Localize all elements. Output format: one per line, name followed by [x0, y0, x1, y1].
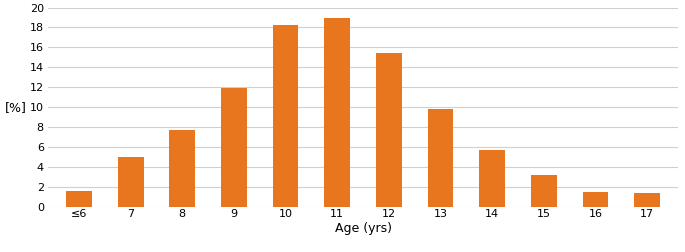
Bar [221, 88, 247, 207]
Y-axis label: [%]: [%] [5, 101, 27, 114]
Bar [427, 109, 453, 207]
Bar [324, 18, 350, 207]
Bar [582, 192, 608, 207]
Bar [169, 130, 195, 207]
Bar [66, 191, 92, 207]
Bar [531, 175, 557, 207]
Bar [479, 150, 505, 207]
Bar [634, 193, 660, 207]
Bar [376, 53, 402, 207]
Bar [118, 157, 144, 207]
X-axis label: Age (yrs): Age (yrs) [334, 222, 392, 235]
Bar [273, 25, 299, 207]
